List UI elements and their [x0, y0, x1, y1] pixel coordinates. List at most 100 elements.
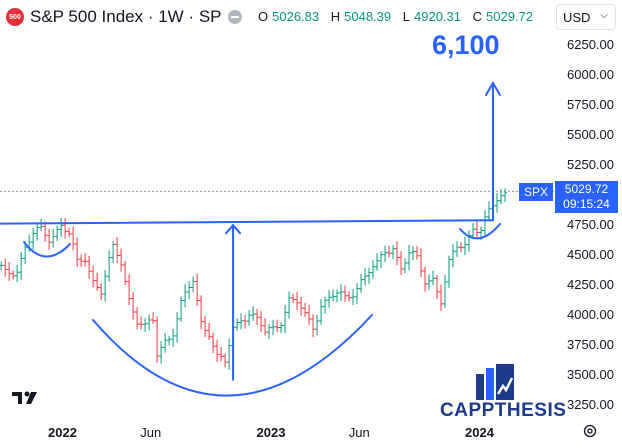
symbol-logo: 500	[6, 8, 24, 26]
ohlc-bar	[311, 314, 316, 337]
ohlc-bar	[23, 243, 28, 265]
ohlc-bar	[494, 193, 499, 213]
ohlc-bar	[439, 284, 444, 312]
ohlc-bar	[443, 274, 448, 308]
y-tick-label: 6250.00	[567, 37, 614, 52]
ohlc-bar	[183, 284, 188, 308]
ohlc-bar	[271, 319, 276, 336]
y-tick-label: 3500.00	[567, 367, 614, 382]
ohlc-bar	[383, 245, 388, 262]
ohlc-bar	[287, 291, 292, 319]
y-tick-label: 5500.00	[567, 127, 614, 142]
ohlc-bar	[498, 189, 503, 205]
minus-icon[interactable]	[228, 10, 242, 24]
ohlc-bar	[335, 289, 340, 303]
ohlc-bar	[223, 353, 228, 368]
left-handle-arc	[23, 241, 71, 258]
y-tick-label: 4000.00	[567, 307, 614, 322]
ohlc-bar	[63, 217, 68, 239]
ohlc-bar	[307, 304, 312, 325]
ohlc-legend: O 5026.83 H 5048.39 L 4920.31 C 5029.72	[258, 9, 541, 24]
ohlc-bar	[79, 254, 84, 267]
y-tick-label: 6000.00	[567, 67, 614, 82]
close-value: 5029.72	[486, 9, 534, 24]
ohlc-bar	[135, 307, 140, 330]
ohlc-bar	[91, 265, 96, 288]
ohlc-bar	[159, 341, 164, 364]
tradingview-logo[interactable]	[12, 388, 44, 411]
y-tick-label: 4250.00	[567, 277, 614, 292]
open-value: 5026.83	[272, 9, 320, 24]
ohlc-bar	[363, 268, 368, 286]
ohlc-bar	[351, 289, 356, 305]
x-tick-label: 2022	[48, 425, 77, 440]
ohlc-bar	[115, 237, 120, 264]
currency-label: USD	[563, 9, 591, 25]
ohlc-bar	[123, 261, 128, 285]
ohlc-bars	[0, 188, 507, 370]
ohlc-bar	[7, 262, 12, 281]
ohlc-bar	[315, 314, 320, 336]
ohlc-bar	[303, 302, 308, 318]
ohlc-bar	[227, 338, 232, 370]
ohlc-bar	[247, 310, 252, 326]
ohlc-bar	[459, 242, 464, 253]
symbol-tag: SPX	[519, 183, 553, 201]
ohlc-bar	[239, 313, 244, 330]
ohlc-bar	[371, 260, 376, 279]
ohlc-bar	[455, 241, 460, 257]
neckline	[0, 219, 494, 225]
ohlc-bar	[235, 318, 240, 331]
target-label: 6,100	[432, 30, 500, 60]
ohlc-bar	[31, 227, 36, 250]
ohlc-bar	[419, 248, 424, 278]
ohlc-bar	[203, 315, 208, 338]
ohlc-bar	[447, 255, 452, 289]
currency-select[interactable]: USD ⌵	[556, 4, 616, 30]
close-key: C	[472, 9, 483, 24]
ohlc-bar	[43, 221, 48, 242]
y-tick-label: 4750.00	[567, 217, 614, 232]
ohlc-bar	[195, 273, 200, 306]
ohlc-bar	[95, 272, 100, 291]
ohlc-bar	[187, 281, 192, 300]
ohlc-bar	[327, 290, 332, 308]
ohlc-bar	[347, 291, 352, 302]
ohlc-bar	[111, 240, 116, 263]
ohlc-bar	[103, 269, 108, 302]
ohlc-bar	[243, 314, 248, 329]
ohlc-bar	[19, 251, 24, 281]
ohlc-bar	[471, 223, 476, 240]
ohlc-bar	[463, 236, 468, 256]
ohlc-bar	[355, 283, 360, 305]
y-tick-label: 5750.00	[567, 97, 614, 112]
ohlc-bar	[11, 270, 16, 280]
ohlc-bar	[399, 251, 404, 275]
ohlc-bar	[295, 291, 300, 311]
x-tick-label: 2023	[256, 425, 286, 440]
gear-icon[interactable]	[582, 423, 598, 439]
ohlc-bar	[359, 274, 364, 293]
ohlc-bar	[486, 201, 491, 222]
ohlc-bar	[71, 226, 76, 251]
ohlc-bar	[191, 276, 196, 293]
ohlc-bar	[199, 295, 204, 330]
brand-name: CAPPTHESIS	[440, 400, 567, 421]
high-value: 5048.39	[344, 9, 392, 24]
ohlc-bar	[375, 253, 380, 271]
right-handle-arc	[459, 223, 501, 240]
chart-title[interactable]: S&P 500 Index · 1W · SP	[30, 7, 222, 26]
ohlc-bar	[323, 296, 328, 314]
ohlc-bar	[131, 292, 136, 320]
ohlc-bar	[139, 316, 144, 330]
x-tick-label: 2024	[465, 425, 494, 440]
ohlc-bar	[163, 332, 168, 353]
ohlc-bar	[215, 339, 220, 362]
last-price-value: 5029.72	[564, 182, 609, 196]
bar-countdown: 09:15:24	[563, 197, 610, 211]
y-tick-label: 3250.00	[567, 397, 614, 412]
ohlc-bar	[99, 282, 104, 301]
ohlc-bar	[211, 332, 216, 354]
y-tick-label: 3750.00	[567, 337, 614, 352]
